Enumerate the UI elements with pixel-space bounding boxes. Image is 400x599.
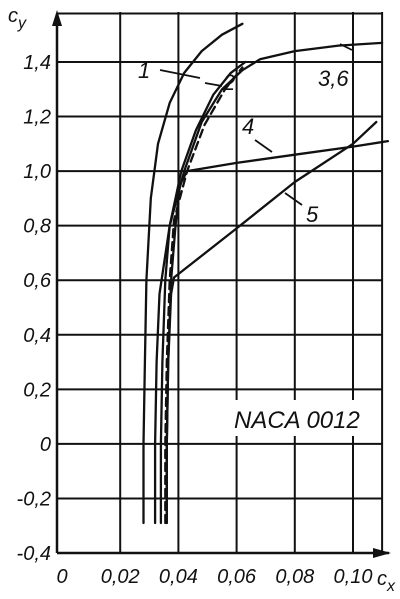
x-tick-label: 0,06 — [217, 566, 257, 588]
y-tick-label: 0,8 — [23, 216, 51, 238]
leader-line — [204, 82, 223, 87]
curve-label: 5 — [306, 202, 319, 227]
grid — [57, 12, 384, 553]
y-axis-arrow — [52, 10, 62, 26]
y-tick-label: 0,2 — [23, 379, 51, 401]
leader-lines — [159, 43, 353, 206]
y-tick-label: 1,4 — [23, 52, 51, 74]
y-tick-label: 1,2 — [23, 107, 51, 129]
leader-line — [284, 192, 303, 206]
series-curve-3-6 — [153, 41, 384, 525]
leader-line — [159, 69, 201, 79]
series-curve-dashed — [164, 66, 244, 525]
x-axis-arrow — [373, 548, 391, 558]
y-tick-label: 0,4 — [23, 325, 51, 347]
y-tick-labels: -0,4 -0,2 0 0,2 0,4 0,6 0,8 1,0 1,2 1,4 — [17, 52, 52, 565]
x-tick-label: 0,02 — [101, 566, 140, 588]
y-tick-label: -0,2 — [17, 488, 51, 510]
curve-label: 1 — [138, 58, 150, 83]
y-tick-label: 0,6 — [23, 270, 52, 292]
axes — [52, 10, 391, 558]
x-tick-label: 0,04 — [159, 566, 198, 588]
x-axis-title: cx — [377, 568, 396, 595]
x-tick-label: 0,10 — [334, 566, 373, 588]
series-group — [142, 22, 390, 525]
y-axis-title: cy — [8, 5, 27, 32]
leader-line — [339, 43, 353, 51]
curve-labels: 1 2 3,6 4 5 — [138, 58, 349, 227]
x-tick-label: 0,08 — [275, 566, 314, 588]
annotation-label: NACA 0012 — [234, 407, 360, 434]
series-curve-4 — [165, 139, 390, 525]
series-curve-1 — [142, 22, 244, 525]
series-curve-2 — [159, 60, 247, 525]
leader-line — [254, 139, 273, 153]
annotation-box-bg — [230, 400, 380, 436]
x-tick-label: 0 — [56, 566, 67, 588]
x-tick-labels: 0 0,02 0,04 0,06 0,08 0,10 — [56, 566, 372, 588]
curve-label: 3,6 — [318, 66, 349, 91]
series-curve-5 — [165, 120, 378, 525]
curve-label: 4 — [242, 114, 254, 139]
y-tick-label: 1,0 — [23, 161, 51, 183]
y-tick-label: 0 — [40, 434, 51, 456]
y-tick-label: -0,4 — [17, 543, 51, 565]
curve-label: 2 — [222, 70, 235, 95]
